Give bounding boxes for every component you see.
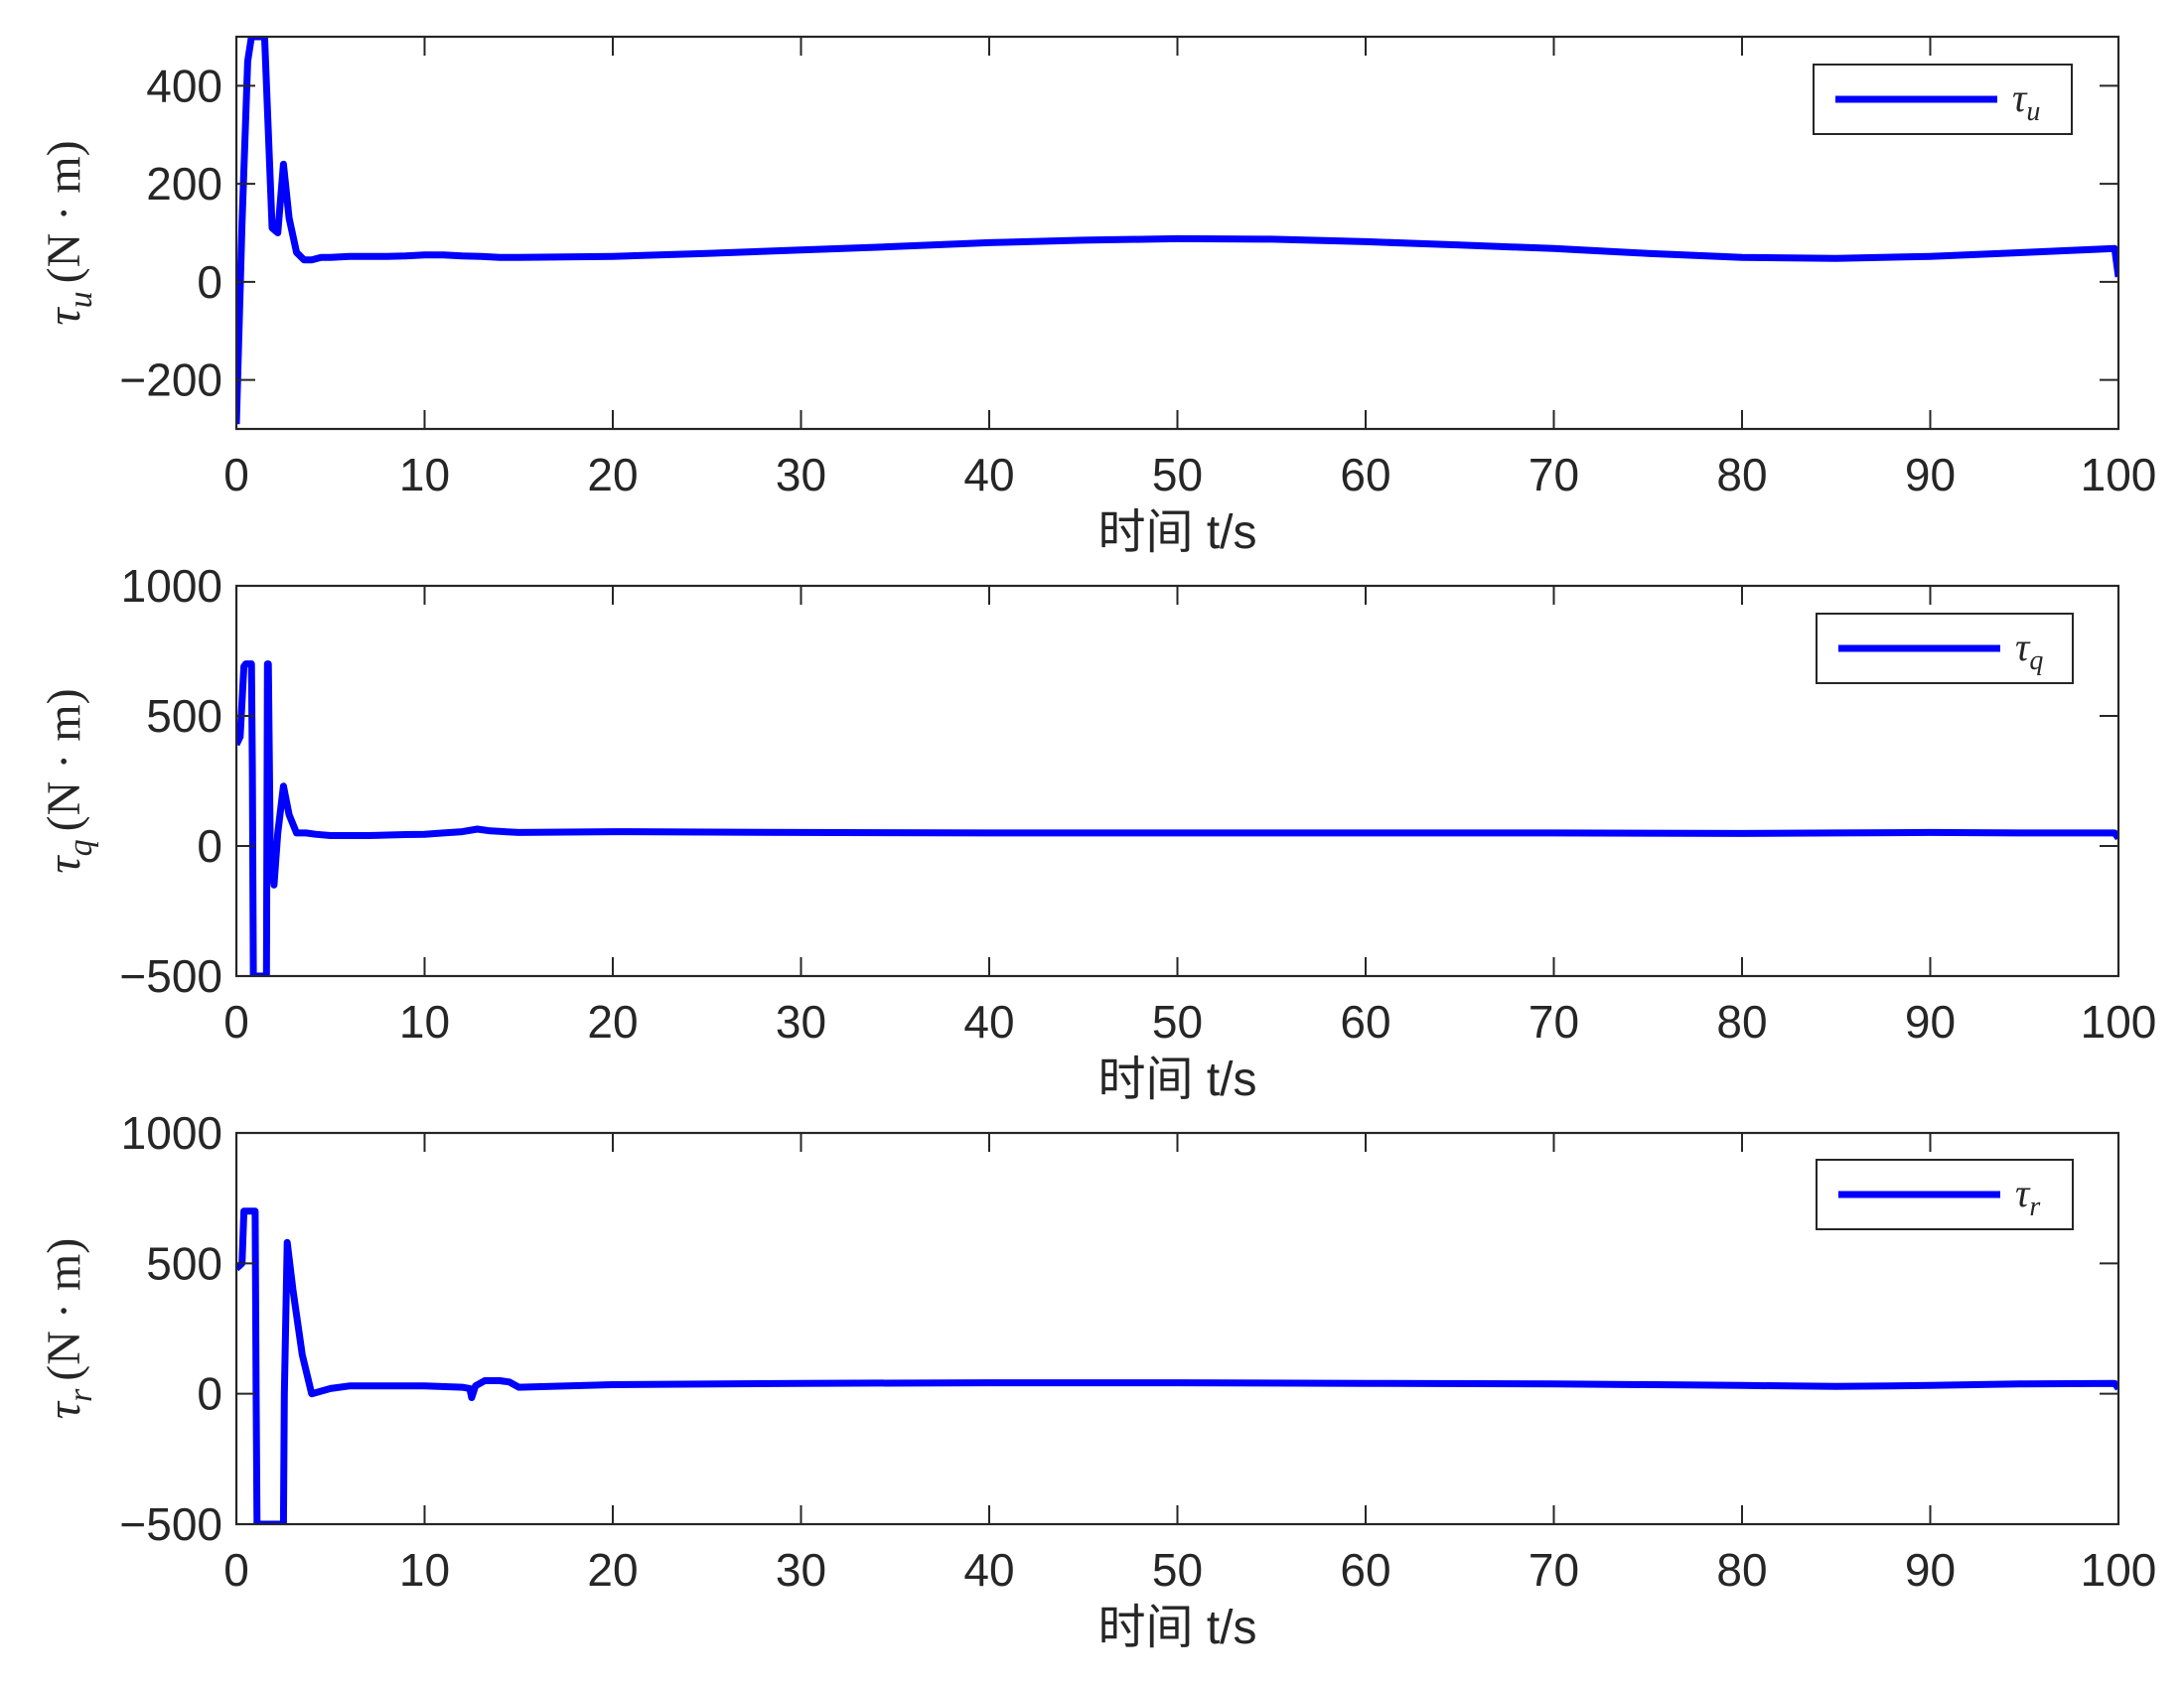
- y-axis-label: τu (N · m): [38, 140, 99, 325]
- x-tick-label: 0: [223, 449, 249, 500]
- x-tick-label: 30: [776, 996, 826, 1048]
- legend-subscript: r: [2029, 1192, 2040, 1222]
- x-axis-label: 时间 t/s: [1097, 1602, 1256, 1654]
- legend-label: τq: [2015, 625, 2043, 676]
- y-label-subscript: u: [63, 291, 99, 308]
- x-axis-label: 时间 t/s: [1097, 1054, 1256, 1106]
- legend-symbol: τ: [2015, 625, 2031, 669]
- x-tick-label: 60: [1340, 1544, 1390, 1596]
- x-tick-label: 20: [587, 996, 638, 1048]
- y-label-symbol: τ: [38, 855, 90, 874]
- x-tick-label: 50: [1152, 996, 1203, 1048]
- x-tick-label: 40: [963, 449, 1014, 500]
- series-line-1: [236, 37, 2118, 425]
- y-label-unit: (N · m): [38, 1238, 90, 1381]
- x-tick-label: 0: [223, 1544, 249, 1596]
- x-tick-label: 60: [1340, 996, 1390, 1048]
- y-tick-label: 400: [146, 60, 222, 111]
- x-tick-label: 10: [399, 996, 450, 1048]
- y-tick-label: 0: [197, 820, 222, 872]
- x-tick-label: 80: [1716, 449, 1767, 500]
- x-tick-label: 20: [587, 1544, 638, 1596]
- legend-subscript: q: [2029, 645, 2043, 676]
- x-tick-label: 80: [1716, 1544, 1767, 1596]
- legend-symbol: τ: [2015, 1171, 2031, 1215]
- y-label-unit: (N · m): [38, 688, 90, 831]
- x-tick-label: 40: [963, 996, 1014, 1048]
- x-tick-label: 70: [1529, 996, 1579, 1048]
- x-tick-label: 0: [223, 996, 249, 1048]
- y-tick-label: 1000: [121, 560, 222, 612]
- y-tick-label: 1000: [121, 1107, 222, 1159]
- plot-area: [236, 586, 2118, 976]
- y-label-subscript: q: [63, 839, 99, 856]
- x-tick-label: 100: [2081, 1544, 2157, 1596]
- y-label-unit: (N · m): [38, 140, 90, 283]
- plot-area: [236, 1133, 2118, 1524]
- x-tick-label: 30: [776, 1544, 826, 1596]
- y-tick-label: 500: [146, 690, 222, 742]
- x-tick-label: 20: [587, 449, 638, 500]
- y-tick-label: 200: [146, 158, 222, 210]
- legend-label: τu: [2012, 75, 2040, 127]
- x-tick-label: 100: [2081, 449, 2157, 500]
- x-tick-label: 90: [1905, 449, 1956, 500]
- x-tick-label: 10: [399, 1544, 450, 1596]
- legend-label: τr: [2015, 1171, 2040, 1222]
- x-tick-label: 90: [1905, 996, 1956, 1048]
- y-label-symbol: τ: [38, 307, 90, 326]
- x-tick-label: 10: [399, 449, 450, 500]
- plot-area: [236, 37, 2118, 429]
- y-tick-label: −500: [119, 1498, 222, 1550]
- y-axis-label: τr (N · m): [38, 1238, 99, 1419]
- x-tick-label: 90: [1905, 1544, 1956, 1596]
- x-axis-label: 时间 t/s: [1097, 506, 1256, 559]
- x-tick-label: 40: [963, 1544, 1014, 1596]
- y-label-symbol: τ: [38, 1400, 90, 1419]
- legend-symbol: τ: [2012, 75, 2028, 120]
- x-tick-label: 70: [1529, 1544, 1579, 1596]
- x-tick-label: 100: [2081, 996, 2157, 1048]
- y-tick-label: −200: [119, 354, 222, 406]
- x-tick-label: 50: [1152, 449, 1203, 500]
- y-tick-label: −500: [119, 950, 222, 1002]
- x-tick-label: 50: [1152, 1544, 1203, 1596]
- series-line-1: [236, 660, 2118, 976]
- x-tick-label: 80: [1716, 996, 1767, 1048]
- x-tick-label: 30: [776, 449, 826, 500]
- x-tick-label: 60: [1340, 449, 1390, 500]
- legend-subscript: u: [2026, 96, 2040, 127]
- y-tick-label: 0: [197, 1368, 222, 1420]
- y-tick-label: 0: [197, 256, 222, 308]
- series-line-1: [236, 1207, 2118, 1524]
- y-label-subscript: r: [63, 1388, 99, 1402]
- x-tick-label: 70: [1529, 449, 1579, 500]
- y-axis-label: τq (N · m): [38, 688, 99, 873]
- y-tick-label: 500: [146, 1237, 222, 1289]
